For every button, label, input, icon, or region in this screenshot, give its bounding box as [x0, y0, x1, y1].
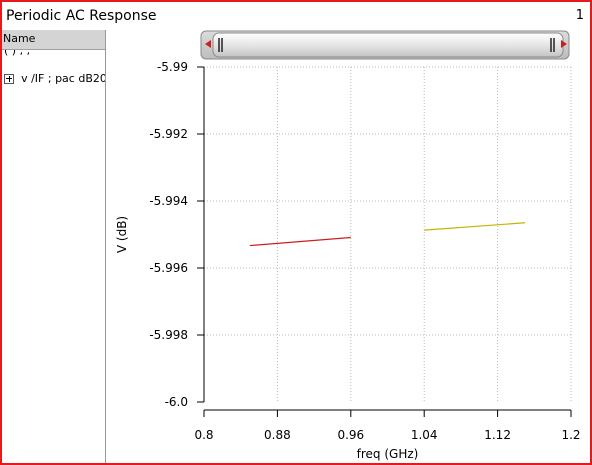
left-grip-icon[interactable] — [218, 38, 223, 52]
series-line-2 — [424, 222, 526, 231]
trace-item-label: v /IF ; pac dB20(V — [21, 72, 105, 84]
x-tick-label: 0.88 — [264, 428, 291, 442]
x-tick-label: 1.12 — [484, 428, 511, 442]
series-line-1 — [249, 236, 351, 247]
expand-plus-icon[interactable] — [4, 73, 14, 84]
trace-group-row[interactable]: ( ) , , — [2, 50, 105, 62]
scroll-left-arrow-icon[interactable] — [205, 40, 211, 48]
ticks: -5.99 -5.992 -5.994 -5.996 -5.998 -6.0 0.8 0.88… — [149, 60, 580, 442]
x-tick-label: 0.8 — [194, 428, 213, 442]
trace-list-panel: Name ( ) , , v /IF ; pac dB20(V — [2, 30, 106, 463]
y-tick-label: -5.996 — [149, 261, 188, 275]
y-tick-label: -5.994 — [149, 194, 188, 208]
x-axis-label: freq (GHz) — [357, 447, 419, 461]
y-tick-label: -6.0 — [165, 395, 188, 409]
window-number: 1 — [575, 8, 584, 23]
series — [249, 222, 526, 247]
x-tick-label: 0.96 — [337, 428, 364, 442]
x-tick-label: 1.2 — [561, 428, 580, 442]
scroll-right-arrow-icon[interactable] — [561, 40, 567, 48]
y-tick-label: -5.998 — [149, 328, 188, 342]
y-tick-label: -5.99 — [157, 60, 188, 74]
title-bar: Periodic AC Response 1 — [2, 2, 590, 30]
right-grip-icon[interactable] — [550, 38, 555, 52]
name-column-label: Name — [3, 32, 36, 45]
name-column-header[interactable]: Name — [2, 30, 105, 50]
trace-item[interactable]: v /IF ; pac dB20(V — [4, 68, 105, 84]
scrollbar-thumb[interactable] — [212, 32, 564, 58]
window-title: Periodic AC Response — [6, 8, 157, 24]
trace-group-label: ( ) , , — [4, 50, 31, 57]
grid — [204, 66, 572, 402]
x-tick-label: 1.04 — [411, 428, 438, 442]
y-axis-label: V (dB) — [115, 216, 129, 253]
plot-area: -5.99 -5.992 -5.994 -5.996 -5.998 -6.0 0.8 0.88… — [115, 30, 581, 461]
axes — [203, 67, 571, 411]
y-tick-label: -5.992 — [149, 127, 188, 141]
zoom-scrollbar[interactable] — [200, 30, 570, 60]
